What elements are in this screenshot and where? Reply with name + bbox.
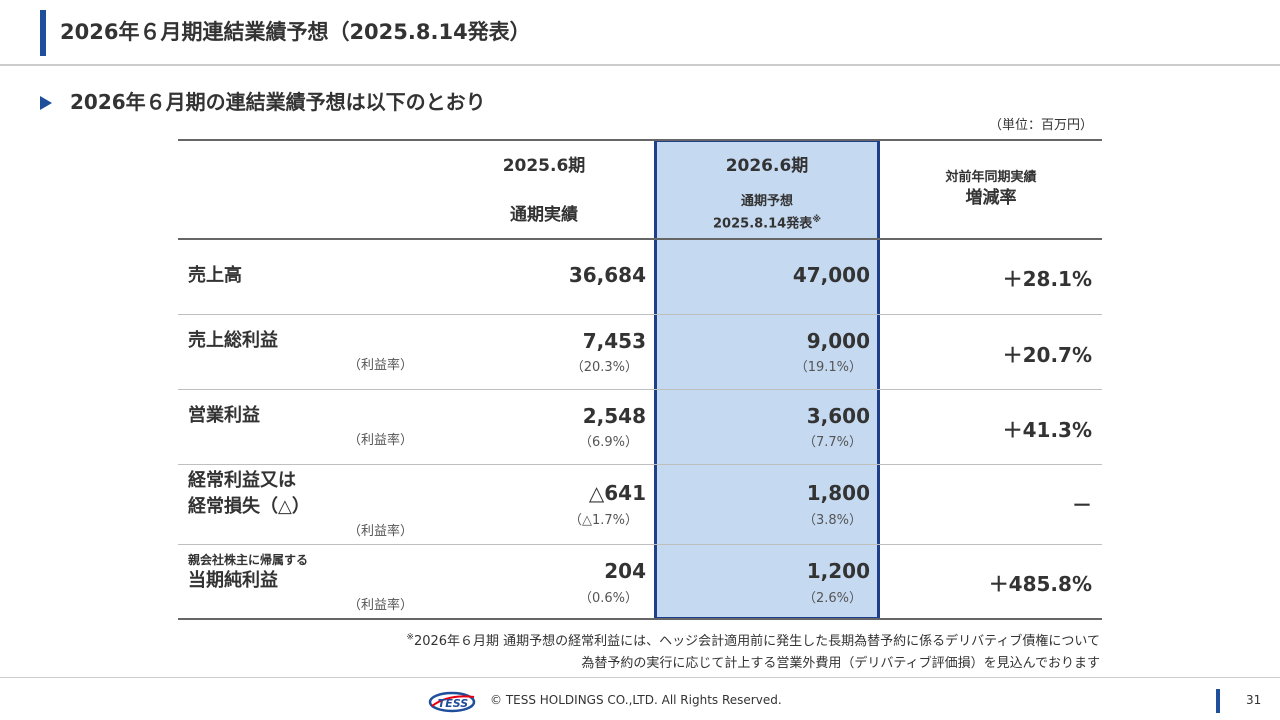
page-title: 2026年６月期連結業績予想（2025.8.14発表） — [60, 20, 531, 44]
change-header-line2: 増減率 — [965, 188, 1017, 208]
prev-period-header: 2025.6期 — [502, 156, 586, 176]
fcst-release-date: 2025.8.14発表※ — [654, 211, 880, 233]
row-divider — [178, 314, 1102, 315]
page-number: 31 — [1246, 693, 1262, 707]
bullet-triangle-icon — [40, 96, 52, 110]
fcst-footnote-mark: ※ — [812, 215, 821, 225]
forecast-table: 2025.6期 通期実績 2026.6期 通期予想 2025.8.14発表※ 対… — [178, 139, 1102, 620]
page-number-bar — [1216, 689, 1220, 713]
unit-label: （単位：百万円） — [988, 118, 1093, 133]
fcst-margin: （19.1%） — [794, 360, 862, 375]
prev-margin: （20.3%） — [570, 360, 638, 375]
margin-label: （利益率） — [348, 358, 414, 373]
prev-margin: （6.9%） — [578, 435, 638, 450]
forecast-column-highlight — [654, 139, 880, 620]
fcst-value: 3,600 — [806, 404, 870, 428]
fcst-margin: （3.8%） — [802, 513, 862, 528]
row-divider — [178, 464, 1102, 465]
footnote-text-1: 2026年６月期 通期予想の経常利益には、ヘッジ会計適用前に発生した長期為替予約… — [413, 634, 1100, 649]
row-sublabel-parent: 親会社株主に帰属する — [188, 553, 309, 567]
prev-margin: （0.6%） — [578, 591, 638, 606]
prev-value: △641 — [588, 481, 646, 505]
change-header: 対前年同期実績 増減率 — [880, 169, 1102, 209]
header-bottom-rule — [178, 238, 1102, 240]
change-value: － — [1072, 493, 1092, 517]
margin-label: （利益率） — [348, 433, 414, 448]
row-label-ordinary-loss: 経常損失（△） — [188, 496, 310, 517]
change-value: ＋41.3% — [1002, 418, 1092, 442]
margin-label: （利益率） — [348, 524, 414, 539]
margin-label: （利益率） — [348, 598, 414, 613]
fcst-sub-label: 通期予想 — [740, 194, 793, 209]
row-label-operating-profit: 営業利益 — [188, 405, 260, 426]
prev-value: 7,453 — [582, 329, 646, 353]
fcst-value: 1,200 — [806, 559, 870, 583]
row-label-sales: 売上高 — [188, 265, 242, 286]
row-label-net-income: 当期純利益 — [188, 570, 278, 591]
fcst-sub-header: 通期予想 2025.8.14発表※ — [654, 193, 880, 233]
change-value: ＋28.1% — [1002, 267, 1092, 291]
fcst-value: 9,000 — [806, 329, 870, 353]
fcst-margin: （2.6%） — [802, 591, 862, 606]
row-label-gross-profit: 売上総利益 — [188, 330, 278, 351]
footnote-mark: ※ — [406, 632, 414, 643]
fcst-margin: （7.7%） — [802, 435, 862, 450]
section-title: 2026年６月期の連結業績予想は以下のとおり — [70, 90, 486, 114]
logo-text: TESS — [438, 697, 469, 710]
fcst-value: 1,800 — [806, 481, 870, 505]
tess-logo: TESS — [428, 691, 476, 713]
change-value: ＋20.7% — [1002, 343, 1092, 367]
footnote-line1: ※2026年６月期 通期予想の経常利益には、ヘッジ会計適用前に発生した長期為替予… — [406, 630, 1100, 649]
row-label-ordinary-profit: 経常利益又は — [188, 470, 296, 491]
fcst-value: 47,000 — [792, 263, 870, 287]
table-top-rule — [178, 139, 1102, 141]
copyright: © TESS HOLDINGS CO.,LTD. All Rights Rese… — [490, 693, 782, 707]
footnote-line2: 為替予約の実行に応じて計上する営業外費用（デリバティブ評価損）を見込んでおります — [581, 656, 1100, 671]
fcst-release-text: 2025.8.14発表 — [713, 216, 813, 232]
footer-divider — [0, 677, 1280, 678]
prev-margin: （△1.7%） — [568, 513, 638, 528]
table-bottom-rule — [178, 618, 1102, 620]
title-accent-bar — [40, 10, 46, 56]
row-divider — [178, 389, 1102, 390]
change-value: ＋485.8% — [988, 572, 1092, 596]
prev-value: 36,684 — [568, 263, 646, 287]
prev-value: 204 — [604, 559, 646, 583]
prev-sub-header: 通期実績 — [510, 205, 578, 225]
title-divider — [0, 64, 1280, 66]
prev-value: 2,548 — [582, 404, 646, 428]
change-header-line1: 対前年同期実績 — [945, 170, 1037, 185]
fcst-period-header: 2026.6期 — [725, 156, 809, 176]
row-divider — [178, 544, 1102, 545]
